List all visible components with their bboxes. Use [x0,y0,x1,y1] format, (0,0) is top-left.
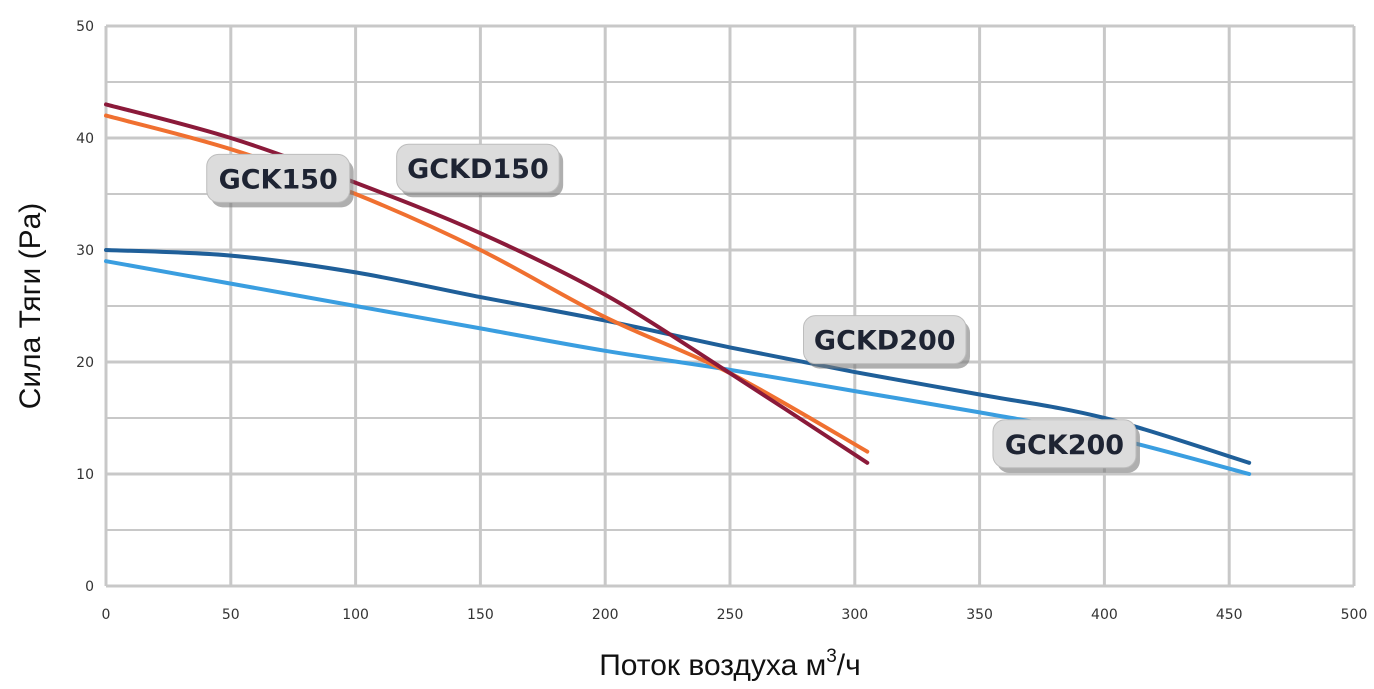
y-tick-label: 10 [76,467,94,483]
series-callout-gckd150: GCKD150 [396,143,564,198]
x-tick-label: 150 [467,607,494,623]
series-label: GCKD150 [407,154,549,185]
series-label: GCKD200 [814,326,956,357]
tick-labels: 0 50 100 150 200 250 300 350 400 450 500 0 10 20 30 40 5… [76,19,1367,623]
x-tick-label: 50 [222,607,240,623]
y-tick-label: 0 [85,579,94,595]
x-axis-title-tail: /ч [837,649,861,682]
y-tick-label: 40 [76,131,94,147]
y-tick-label: 20 [76,355,94,371]
series-line-gckd150 [104,102,870,465]
x-tick-label: 250 [717,607,744,623]
y-tick-label: 30 [76,243,94,259]
x-axis-title: Поток воздуха м3/ч [599,646,861,682]
y-axis-title: Сила Тяги (Pa) [14,203,47,410]
x-tick-label: 450 [1216,607,1243,623]
series-callout-gckd200: GCKD200 [803,315,971,369]
x-tick-label: 0 [102,607,111,623]
series-label: GCK150 [219,164,338,195]
x-tick-label: 400 [1091,607,1118,623]
series-label: GCK200 [1005,430,1124,461]
x-tick-label: 500 [1341,607,1368,623]
x-axis-title-main: Поток воздуха м [599,649,826,682]
x-tick-label: 350 [966,607,993,623]
x-tick-label: 300 [841,607,868,623]
series-callout-gck150: GCK150 [206,153,354,208]
x-tick-label: 100 [342,607,369,623]
y-tick-label: 50 [76,19,94,35]
x-tick-label: 200 [592,607,619,623]
grid [104,24,1356,588]
series-callouts: GCKD150 GCK150 GCKD200 GCK200 [206,143,1140,473]
x-axis-title-superscript: 3 [826,646,837,667]
series-callout-gck200: GCK200 [992,419,1140,473]
